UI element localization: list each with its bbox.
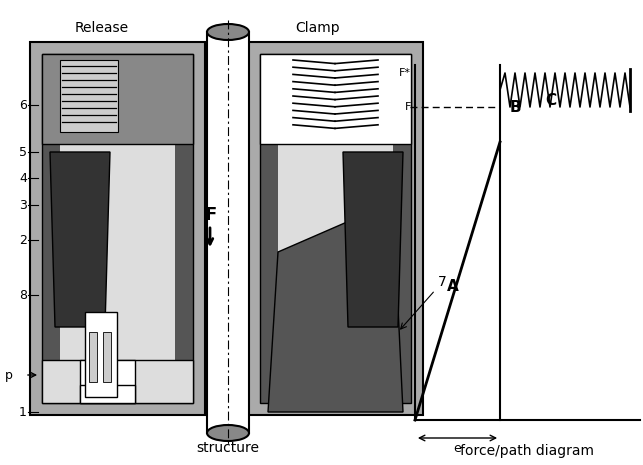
Ellipse shape (207, 24, 249, 40)
Polygon shape (343, 152, 403, 327)
Bar (30, 42, 205, 415)
Bar (80, 385, 135, 403)
Text: structure: structure (197, 441, 260, 455)
Text: F*: F* (399, 68, 411, 78)
Text: e: e (453, 442, 462, 455)
Text: 7: 7 (401, 275, 447, 329)
Text: 3: 3 (19, 199, 27, 212)
Text: 5: 5 (19, 146, 27, 159)
Text: A: A (447, 279, 458, 293)
Text: 4: 4 (19, 172, 27, 185)
Ellipse shape (207, 425, 249, 441)
Bar (89, 332, 97, 382)
Bar (103, 332, 111, 382)
Text: C: C (545, 93, 556, 107)
Text: B: B (510, 100, 521, 115)
Bar (278, 54, 393, 403)
Bar (42, 54, 193, 403)
Bar (60, 54, 175, 403)
Bar (248, 42, 423, 415)
Text: force/path diagram: force/path diagram (460, 444, 595, 458)
Bar (260, 54, 411, 144)
Text: F: F (204, 206, 216, 224)
Text: 6: 6 (19, 99, 27, 112)
Bar (42, 360, 193, 403)
Bar (42, 54, 193, 144)
Bar (207, 32, 249, 433)
Text: F: F (404, 102, 411, 112)
Polygon shape (268, 202, 403, 412)
Bar (60, 60, 118, 132)
Bar (80, 360, 135, 403)
Text: 8: 8 (19, 288, 27, 301)
Bar (260, 54, 411, 403)
Text: 2: 2 (19, 233, 27, 246)
Text: p: p (5, 368, 13, 381)
Text: Release: Release (75, 21, 129, 35)
Polygon shape (50, 152, 110, 327)
Text: Clamp: Clamp (295, 21, 340, 35)
Bar (85, 312, 117, 397)
Text: 1: 1 (19, 405, 27, 419)
